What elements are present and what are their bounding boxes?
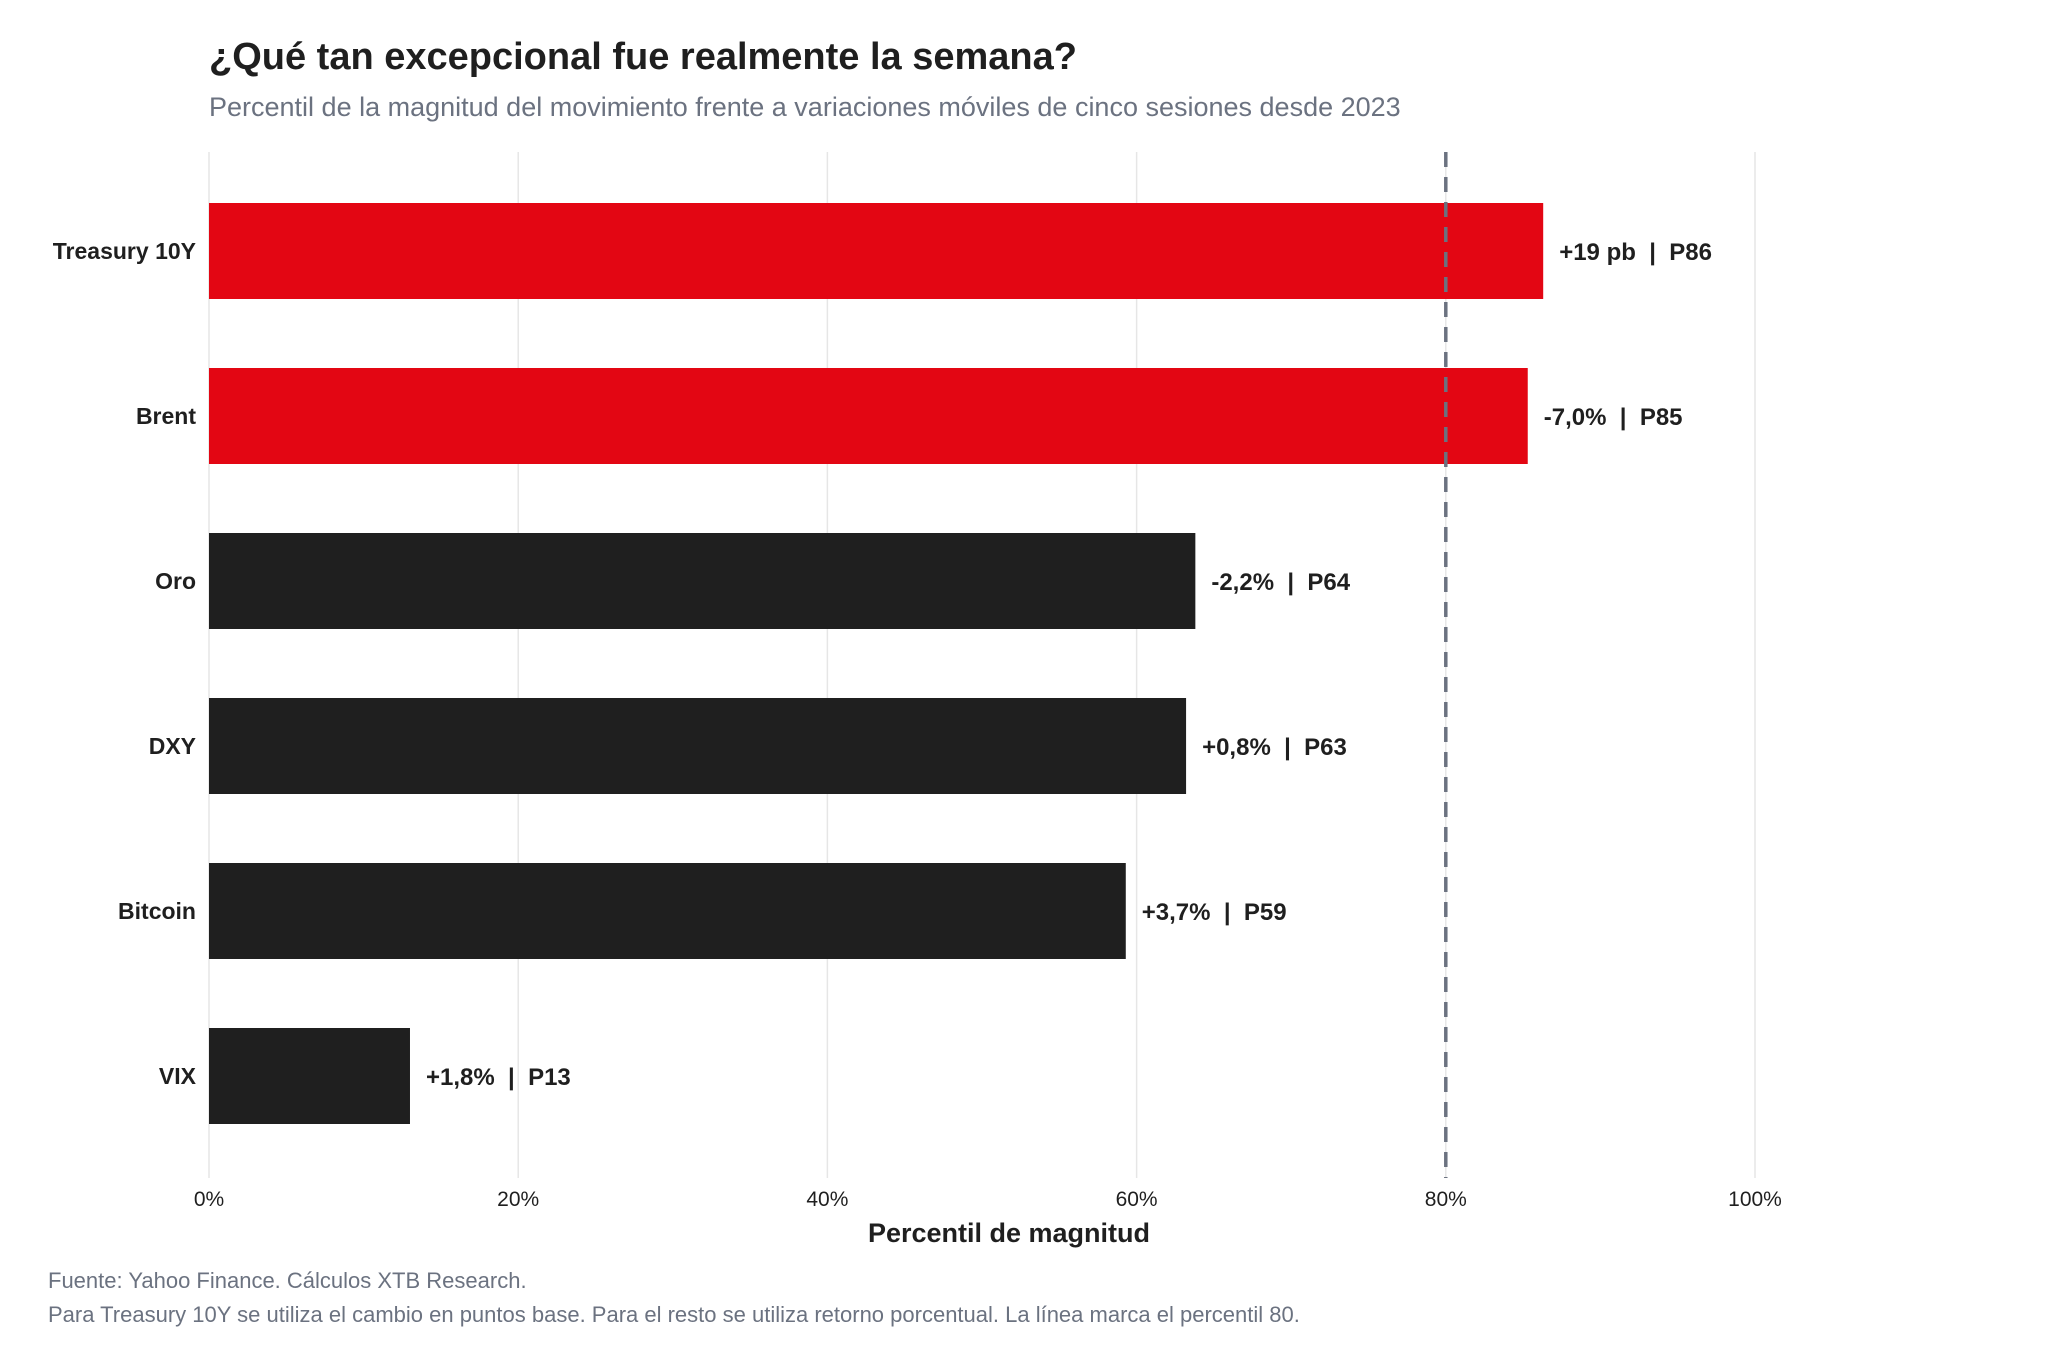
bar	[209, 533, 1196, 629]
bar	[209, 368, 1528, 464]
x-tick-label: 40%	[806, 1188, 848, 1211]
data-label: +1,8% | P13	[426, 1064, 571, 1091]
grid-lines	[208, 152, 1756, 1178]
data-label: -7,0% | P85	[1544, 404, 1683, 431]
bar	[209, 203, 1544, 299]
data-labels: +19 pb | P86 -7,0% | P85 -2,2% | P64 +0,8% …	[426, 239, 1712, 1091]
category-label: Treasury 10Y	[53, 238, 196, 264]
data-label: +3,7% | P59	[1142, 899, 1287, 926]
x-tick-label: 20%	[497, 1188, 539, 1211]
bar-chart: Treasury 10Y Brent Oro DXY Bitcoin VIX +19 pb…	[53, 152, 1782, 1248]
chart-subtitle: Percentil de la magnitud del movimiento …	[209, 92, 1401, 122]
x-tick-label: 60%	[1116, 1188, 1158, 1211]
bar	[209, 863, 1126, 959]
x-axis-label: Percentil de magnitud	[868, 1218, 1150, 1248]
category-label: Brent	[136, 403, 196, 429]
category-label: Oro	[155, 568, 196, 594]
x-tick-label: 80%	[1425, 1188, 1467, 1211]
chart-title: ¿Qué tan excepcional fue realmente la se…	[209, 36, 1077, 78]
bars	[209, 203, 1544, 1124]
data-label: -2,2% | P64	[1211, 569, 1350, 596]
x-tick-labels: 0% 20% 40% 60% 80% 100%	[194, 1188, 1782, 1211]
methodology-note: Para Treasury 10Y se utiliza el cambio e…	[48, 1302, 1300, 1327]
bar	[209, 698, 1187, 794]
data-label: +19 pb | P86	[1559, 239, 1712, 266]
category-label: DXY	[149, 733, 196, 759]
data-label: +0,8% | P63	[1202, 734, 1347, 761]
bar	[209, 1028, 410, 1124]
category-labels: Treasury 10Y Brent Oro DXY Bitcoin VIX	[53, 238, 197, 1089]
x-tick-label: 100%	[1728, 1188, 1782, 1211]
x-tick-label: 0%	[194, 1188, 224, 1211]
source-note: Fuente: Yahoo Finance. Cálculos XTB Rese…	[48, 1268, 527, 1293]
category-label: VIX	[159, 1063, 197, 1089]
category-label: Bitcoin	[118, 898, 196, 924]
